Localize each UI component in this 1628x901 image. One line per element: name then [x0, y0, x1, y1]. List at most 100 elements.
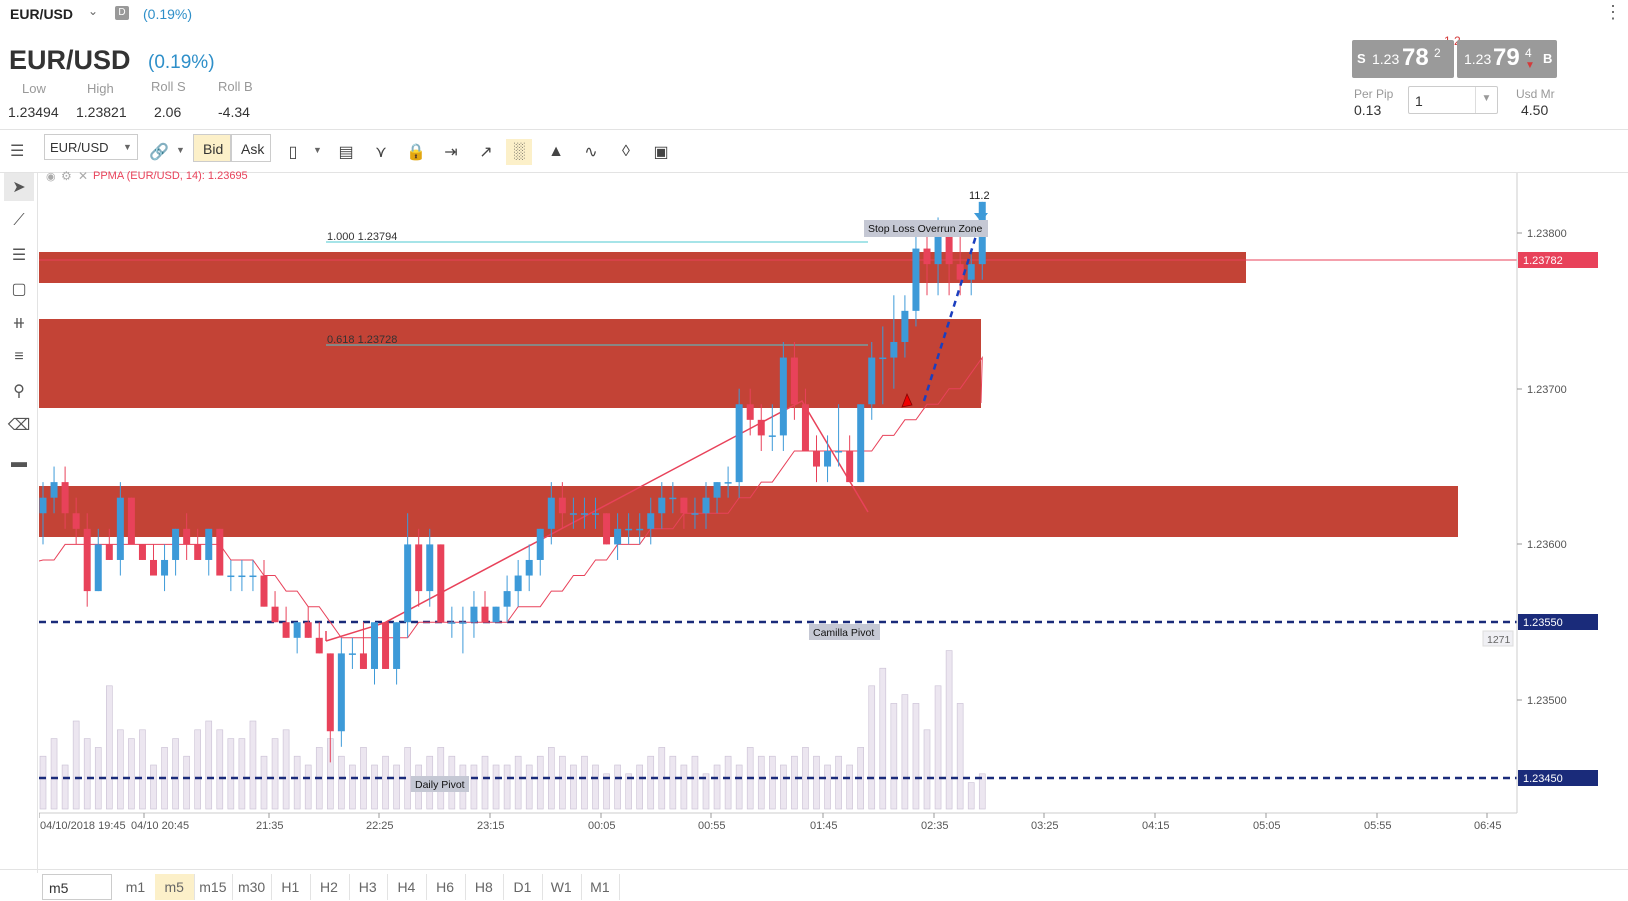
timeframe-m1-button[interactable]: M1	[580, 874, 621, 900]
drawing-tools: ➤ ⟋ ☰ ▢ ⧺ ≡ ⚲ ⌫ ▬	[0, 173, 38, 873]
candle-body	[150, 559, 157, 576]
instrument-title: EUR/USD	[9, 45, 131, 75]
bid-button[interactable]: Bid	[193, 134, 231, 162]
volume-bar	[481, 755, 489, 810]
area-chart-icon[interactable]: ▲	[548, 143, 564, 160]
candle-type-icon[interactable]: ▯	[288, 144, 298, 161]
demand-zone	[39, 486, 1458, 537]
candle-body	[94, 544, 102, 592]
gear-icon[interactable]: ⚙	[61, 169, 72, 183]
volume-bar	[625, 773, 632, 810]
timeframe-h4-button[interactable]: H4	[387, 874, 427, 900]
volume-bar	[117, 729, 124, 810]
zoom-icon[interactable]: ⚲	[13, 383, 25, 400]
topbar-symbol[interactable]: EUR/USD	[10, 6, 74, 22]
timeframe-m15-button[interactable]: m15	[193, 874, 234, 900]
timeframe-h1-button[interactable]: H1	[271, 874, 311, 900]
candle-body	[923, 248, 931, 265]
volume-bar	[536, 755, 544, 810]
candle-body	[790, 357, 798, 405]
timeframe-h2-button[interactable]: H2	[310, 874, 350, 900]
candle-body	[945, 233, 953, 265]
link-caret-icon[interactable]: ▼	[176, 145, 185, 155]
layers-icon[interactable]: ◊	[622, 143, 630, 160]
hamburger-menu-icon[interactable]: ☰	[10, 143, 25, 160]
top-bar: EUR/USD ⌄ D (0.19%) ⋮	[0, 0, 1628, 28]
candle-body	[359, 653, 367, 669]
price-chart[interactable]: 1.000 1.23794 0.618 1.23728 11.2 Stop Loss…	[39, 173, 1628, 869]
chevron-down-icon[interactable]: ⌄	[88, 4, 99, 18]
lock-icon[interactable]: 🔒	[406, 144, 426, 161]
stat-high-value: 1.23821	[76, 104, 127, 120]
link-icon[interactable]: 🔗	[149, 144, 169, 161]
camera-icon[interactable]: ▣	[653, 144, 669, 161]
count-badge: 1271	[1487, 634, 1511, 646]
timeframe-h6-button[interactable]: H6	[426, 874, 466, 900]
buy-sup: 4	[1525, 46, 1532, 60]
timeframe-h3-button[interactable]: H3	[348, 874, 389, 900]
stat-rolls-value: 2.06	[154, 104, 182, 120]
more-menu-icon[interactable]: ⋮	[1604, 2, 1622, 22]
eraser-icon[interactable]: ⌫	[7, 417, 31, 434]
stop-loss-label: Stop Loss Overrun Zone	[868, 223, 983, 235]
time-tick-label: 04:15	[1142, 820, 1170, 832]
compare-icon[interactable]: ↗	[479, 144, 493, 161]
horizontal-lines-icon[interactable]: ≡	[14, 348, 24, 365]
candle-body	[216, 528, 224, 576]
trendline-icon[interactable]: ⟋	[13, 212, 25, 229]
quantity-chevron-icon[interactable]: ▼	[1475, 87, 1497, 113]
volume-bar	[570, 764, 577, 810]
channel-icon[interactable]: ⧺	[12, 315, 26, 332]
rectangle-icon[interactable]: ▢	[11, 281, 27, 298]
candle-body	[260, 575, 268, 607]
volume-bar	[271, 738, 279, 810]
symbol-select[interactable]: EUR/USD ▼	[44, 134, 138, 160]
candle-body	[525, 559, 533, 576]
timeframe-m5-button[interactable]: m5	[154, 874, 195, 900]
candle-body	[116, 497, 124, 560]
indicators-icon[interactable]: ▤	[338, 144, 354, 161]
candle-body	[172, 528, 180, 560]
fibonacci-icon[interactable]: ☰	[11, 247, 27, 264]
wave-icon[interactable]: ∿	[584, 144, 598, 161]
timeframe-m30-button[interactable]: m30	[232, 874, 273, 900]
timeframe-m1-button[interactable]: m1	[116, 874, 156, 900]
candle-body	[315, 637, 323, 654]
timeframe-h8-button[interactable]: H8	[464, 874, 505, 900]
buy-button[interactable]: 1.23 79 4 ▼ B	[1457, 40, 1557, 78]
price-tick-label: 1.23700	[1527, 384, 1567, 396]
candle-body	[105, 544, 113, 560]
candle-body	[691, 513, 699, 515]
volume-icon[interactable]: ░	[506, 139, 532, 165]
timeframe-w1-button[interactable]: W1	[542, 874, 582, 900]
scroll-end-icon[interactable]: ⇥	[444, 144, 458, 161]
quantity-input[interactable]: 1 ▼	[1408, 86, 1498, 114]
ruler-icon[interactable]: ▬	[11, 454, 27, 471]
volume-bar	[835, 755, 842, 810]
camilla-price-tag-bg	[1518, 614, 1598, 630]
volume-bar	[349, 764, 356, 810]
close-icon[interactable]: ✕	[78, 169, 89, 183]
fib-618-label: 0.618 1.23728	[327, 334, 397, 346]
candle-body	[636, 528, 644, 531]
timeframe-input[interactable]: m5	[42, 874, 112, 900]
candle-body	[901, 310, 909, 342]
sell-button[interactable]: S 1.23 78 2	[1352, 40, 1454, 78]
candle-caret-icon[interactable]: ▼	[313, 145, 322, 155]
volume-bar	[680, 764, 688, 810]
text-cursor-icon[interactable]: ⋎	[375, 144, 387, 161]
volume-bar	[713, 764, 721, 810]
period-badge[interactable]: D	[115, 6, 129, 20]
cursor-icon[interactable]: ➤	[4, 173, 34, 201]
volume-bar	[780, 764, 787, 810]
candle-body	[580, 513, 588, 515]
volume-bar	[735, 764, 743, 810]
ask-button[interactable]: Ask	[231, 134, 271, 162]
candle-body	[857, 404, 865, 483]
time-tick-label: 04/10/2018 19:45	[40, 820, 126, 832]
candle-body	[779, 357, 787, 436]
eye-icon[interactable]: ◉	[46, 171, 56, 183]
arrow-down-icon: ▼	[1525, 60, 1535, 71]
time-tick-label: 05:05	[1253, 820, 1281, 832]
timeframe-d1-button[interactable]: D1	[503, 874, 543, 900]
